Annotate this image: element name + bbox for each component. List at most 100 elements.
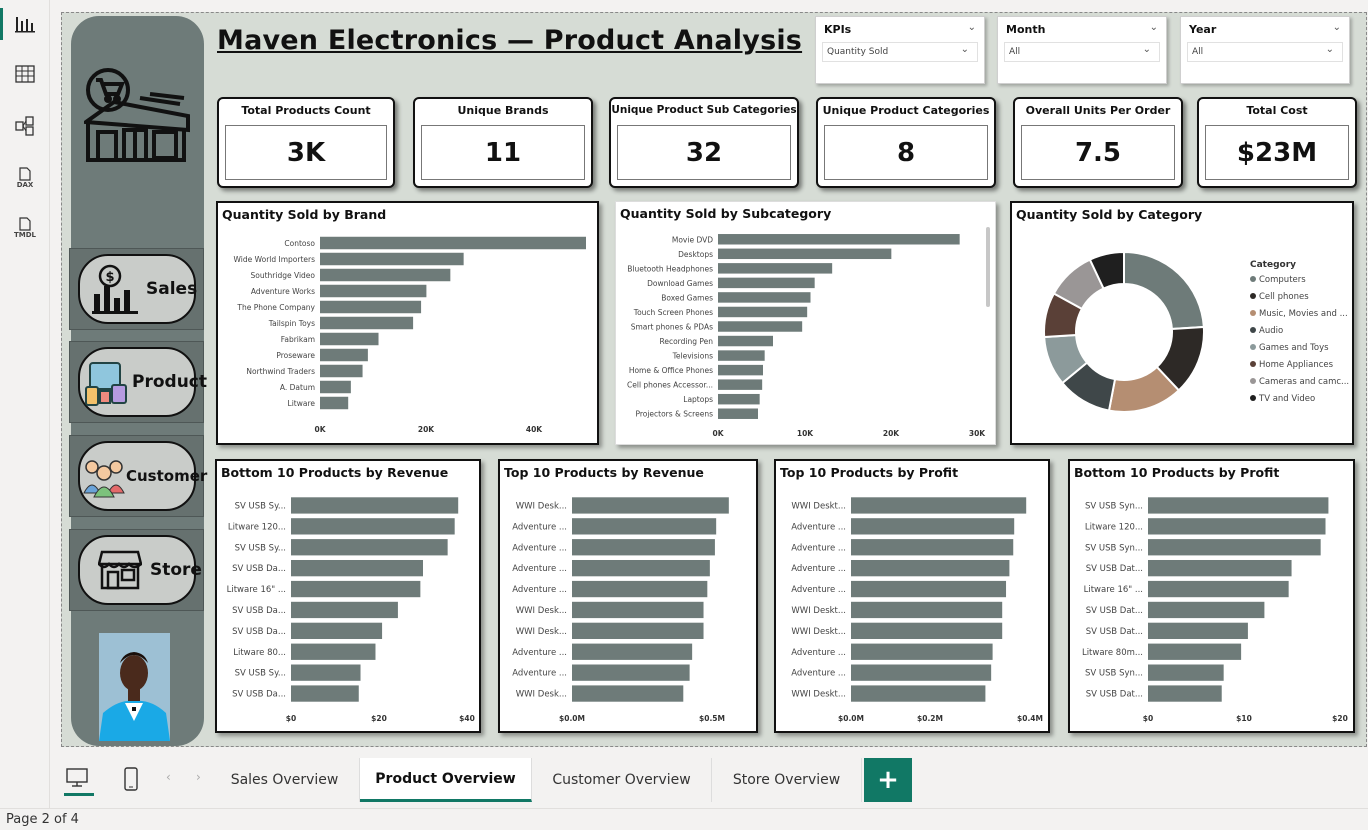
chart-scrollbar[interactable]	[986, 227, 990, 307]
category-label: Recording Pen	[659, 337, 713, 346]
kpi-value: 11	[421, 125, 585, 180]
chart-title: Top 10 Products by Profit	[780, 465, 959, 480]
chart-title: Bottom 10 Products by Profit	[1074, 465, 1280, 480]
category-label: WWI Desk...	[516, 627, 567, 637]
bar	[572, 497, 729, 514]
top-revenue-bar-chart: WWI Desk... Adventure ... Adventure ... Adv…	[512, 497, 729, 723]
category-label: Adventure ...	[791, 564, 846, 574]
nav-customer-label: Customer	[126, 467, 208, 485]
tab-sales-overview[interactable]: Sales Overview	[210, 758, 360, 802]
model-view-icon[interactable]	[0, 106, 50, 146]
x-tick-label: 10K	[797, 429, 814, 438]
category-label: Adventure ...	[791, 669, 846, 679]
bar	[851, 685, 986, 702]
year-slicer-dropdown[interactable]: All ⌄	[1187, 42, 1343, 62]
legend-label: Audio	[1259, 326, 1283, 336]
view-rail: DAX TMDL	[0, 0, 50, 808]
mobile-layout-icon[interactable]	[122, 766, 142, 794]
kpi-slicer-dropdown[interactable]: Quantity Sold ⌄	[822, 42, 978, 62]
chart-title: Quantity Sold by Category	[1016, 207, 1203, 222]
legend-marker	[1250, 276, 1256, 282]
category-label: Wide World Importers	[234, 255, 316, 264]
kpi-title: Total Cost	[1246, 104, 1308, 117]
kpi-card-total-products: Total Products Count 3K	[217, 97, 395, 188]
kpi-slicer[interactable]: KPIs ⌄ Quantity Sold ⌄	[815, 16, 985, 84]
nav-sales-button[interactable]: $ Sales	[78, 254, 198, 324]
category-label: SV USB Da...	[232, 690, 286, 700]
legend-label: Music, Movies and ...	[1259, 309, 1348, 319]
x-tick-label: $20	[371, 714, 387, 723]
legend-marker	[1250, 378, 1256, 384]
bar	[572, 643, 693, 660]
bar	[851, 559, 1010, 577]
legend-label: Games and Toys	[1259, 343, 1329, 353]
chart-quantity-by-subcategory: Quantity Sold by Subcategory Movie DVD De…	[615, 201, 996, 445]
chart-bottom10-profit: Bottom 10 Products by Profit SV USB Syn.…	[1068, 459, 1355, 733]
category-label: SV USB Syn...	[1085, 543, 1143, 553]
bar	[851, 601, 1003, 619]
tab-product-overview[interactable]: Product Overview	[360, 758, 532, 802]
month-slicer[interactable]: Month ⌄ All ⌄	[997, 16, 1167, 84]
bar	[1148, 497, 1329, 514]
category-label: Proseware	[276, 351, 315, 360]
kpi-card-unique-categories: Unique Product Categories 8	[816, 97, 996, 188]
category-label: WWI Desk...	[516, 501, 567, 511]
category-label: WWI Deskt...	[791, 627, 846, 637]
category-label: Laptops	[683, 395, 713, 404]
add-page-button[interactable]: +	[864, 758, 912, 802]
nav-customer-button[interactable]: Customer	[78, 441, 207, 511]
bar	[718, 234, 960, 245]
year-slicer-title: Year	[1189, 23, 1217, 36]
month-slicer-dropdown[interactable]: All ⌄	[1004, 42, 1160, 62]
bar	[1148, 539, 1321, 556]
bar	[851, 580, 1007, 598]
bar	[851, 622, 1003, 640]
category-label: Adventure ...	[512, 564, 567, 574]
bar	[291, 643, 376, 660]
category-label: SV USB Dat...	[1086, 690, 1143, 700]
category-label: WWI Desk...	[516, 606, 567, 616]
bar	[718, 248, 892, 260]
category-label: Litware	[288, 399, 316, 408]
category-label: Litware 80...	[233, 648, 286, 658]
kpi-card-total-cost: Total Cost $23M	[1197, 97, 1357, 188]
bar	[320, 348, 368, 362]
nav-product-button[interactable]: Product	[78, 347, 207, 417]
bar	[291, 497, 459, 514]
bar	[851, 664, 992, 681]
bottom-profit-bar-chart: SV USB Syn... Litware 120... SV USB Syn...…	[1082, 497, 1348, 723]
product-devices-icon	[84, 357, 128, 407]
year-slicer[interactable]: Year ⌄ All ⌄	[1180, 16, 1350, 84]
bar	[1148, 601, 1265, 619]
bar	[320, 284, 427, 298]
category-label: Litware 16" ...	[1084, 585, 1143, 595]
nav-store-button[interactable]: Store	[78, 535, 202, 605]
report-view-icon[interactable]	[0, 4, 50, 44]
bar	[572, 580, 708, 598]
dax-query-icon[interactable]: DAX	[0, 158, 50, 198]
chevron-down-icon: ⌄	[1149, 22, 1158, 33]
category-label: SV USB Sy...	[235, 501, 286, 511]
legend-label: TV and Video	[1258, 394, 1315, 404]
nav-product-label: Product	[132, 372, 207, 392]
tmdl-view-icon[interactable]: TMDL	[0, 208, 50, 248]
category-label: Desktops	[678, 250, 713, 259]
tab-customer-overview[interactable]: Customer Overview	[532, 758, 712, 802]
report-canvas: $ Sales Product Customer	[61, 12, 1367, 747]
category-label: Adventure ...	[791, 522, 846, 532]
nav-sales-label: Sales	[146, 279, 198, 299]
x-tick-label: $0.4M	[1017, 714, 1043, 723]
bar	[851, 518, 1015, 535]
table-view-icon[interactable]	[0, 54, 50, 94]
bar	[572, 518, 717, 535]
tab-store-overview[interactable]: Store Overview	[712, 758, 862, 802]
bar	[320, 380, 351, 394]
prev-page-icon[interactable]: ‹	[166, 770, 171, 784]
chart-title: Bottom 10 Products by Revenue	[221, 465, 449, 480]
desktop-layout-icon[interactable]	[64, 766, 94, 796]
legend-marker	[1250, 310, 1256, 316]
category-label: Home & Office Phones	[629, 366, 713, 375]
category-label: Adventure ...	[512, 543, 567, 553]
next-page-icon[interactable]: ›	[196, 770, 201, 784]
